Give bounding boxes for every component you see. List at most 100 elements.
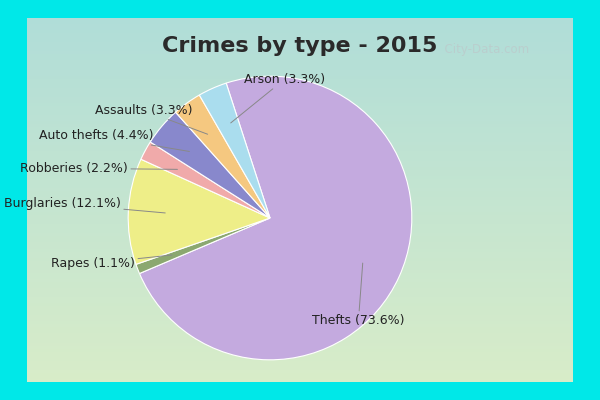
- Bar: [27, 200, 573, 203]
- Bar: [27, 100, 573, 103]
- Bar: [27, 173, 573, 176]
- Bar: [27, 106, 573, 109]
- Bar: [27, 303, 573, 306]
- Bar: [27, 109, 573, 112]
- Text: Assaults (3.3%): Assaults (3.3%): [95, 104, 208, 134]
- Bar: [27, 254, 573, 258]
- Bar: [27, 334, 573, 336]
- Bar: [27, 267, 573, 270]
- Bar: [27, 215, 573, 218]
- Bar: [27, 306, 573, 309]
- Bar: [27, 45, 573, 48]
- Bar: [27, 103, 573, 106]
- Text: Arson (3.3%): Arson (3.3%): [231, 73, 325, 123]
- Bar: [27, 379, 573, 382]
- Bar: [27, 133, 573, 136]
- Wedge shape: [176, 95, 270, 218]
- Bar: [27, 300, 573, 303]
- Bar: [27, 358, 573, 361]
- Bar: [27, 97, 573, 100]
- Text: Crimes by type - 2015: Crimes by type - 2015: [163, 36, 437, 56]
- Bar: [27, 340, 573, 342]
- Bar: [27, 349, 573, 352]
- Text: City-Data.com: City-Data.com: [437, 44, 529, 56]
- Bar: [27, 48, 573, 51]
- Bar: [27, 197, 573, 200]
- Bar: [27, 203, 573, 206]
- Bar: [27, 76, 573, 79]
- Bar: [27, 21, 573, 24]
- Bar: [27, 167, 573, 170]
- Bar: [27, 285, 573, 288]
- Bar: [27, 291, 573, 294]
- Bar: [27, 30, 573, 33]
- Bar: [27, 188, 573, 191]
- Bar: [27, 227, 573, 230]
- Bar: [27, 355, 573, 358]
- Bar: [27, 33, 573, 36]
- Bar: [27, 136, 573, 139]
- Text: Auto thefts (4.4%): Auto thefts (4.4%): [39, 129, 190, 152]
- Bar: [27, 318, 573, 321]
- Bar: [27, 64, 573, 66]
- Bar: [27, 94, 573, 97]
- Wedge shape: [141, 142, 270, 218]
- Bar: [27, 252, 573, 255]
- Bar: [27, 376, 573, 379]
- Bar: [27, 282, 573, 285]
- Bar: [27, 264, 573, 267]
- Bar: [27, 270, 573, 273]
- Bar: [27, 240, 573, 242]
- Bar: [27, 112, 573, 115]
- Bar: [27, 54, 573, 58]
- Bar: [27, 218, 573, 221]
- Wedge shape: [150, 112, 270, 218]
- Bar: [27, 24, 573, 27]
- Bar: [27, 160, 573, 164]
- Bar: [27, 361, 573, 364]
- Bar: [27, 242, 573, 246]
- Bar: [27, 73, 573, 76]
- Bar: [27, 327, 573, 330]
- Bar: [27, 194, 573, 197]
- Bar: [27, 312, 573, 315]
- Bar: [27, 209, 573, 212]
- Bar: [27, 367, 573, 370]
- Bar: [27, 224, 573, 227]
- Bar: [27, 206, 573, 209]
- Wedge shape: [139, 76, 412, 360]
- Bar: [27, 185, 573, 188]
- Bar: [27, 258, 573, 261]
- Wedge shape: [199, 83, 270, 218]
- Bar: [27, 273, 573, 276]
- Bar: [27, 158, 573, 160]
- Bar: [27, 91, 573, 94]
- Bar: [27, 212, 573, 215]
- Bar: [27, 276, 573, 279]
- Bar: [27, 370, 573, 373]
- Bar: [27, 152, 573, 154]
- Bar: [27, 236, 573, 240]
- Bar: [27, 309, 573, 312]
- Bar: [27, 58, 573, 60]
- Bar: [27, 330, 573, 334]
- Bar: [27, 324, 573, 327]
- Bar: [27, 179, 573, 182]
- Bar: [27, 142, 573, 146]
- Bar: [27, 352, 573, 355]
- Bar: [27, 288, 573, 291]
- Bar: [27, 36, 573, 39]
- Bar: [27, 154, 573, 158]
- Bar: [27, 121, 573, 124]
- Bar: [27, 221, 573, 224]
- Bar: [27, 124, 573, 127]
- Bar: [27, 139, 573, 142]
- Bar: [27, 373, 573, 376]
- Bar: [27, 118, 573, 121]
- Bar: [27, 60, 573, 64]
- Bar: [27, 364, 573, 367]
- Bar: [27, 148, 573, 152]
- Bar: [27, 336, 573, 340]
- Bar: [27, 27, 573, 30]
- Bar: [27, 191, 573, 194]
